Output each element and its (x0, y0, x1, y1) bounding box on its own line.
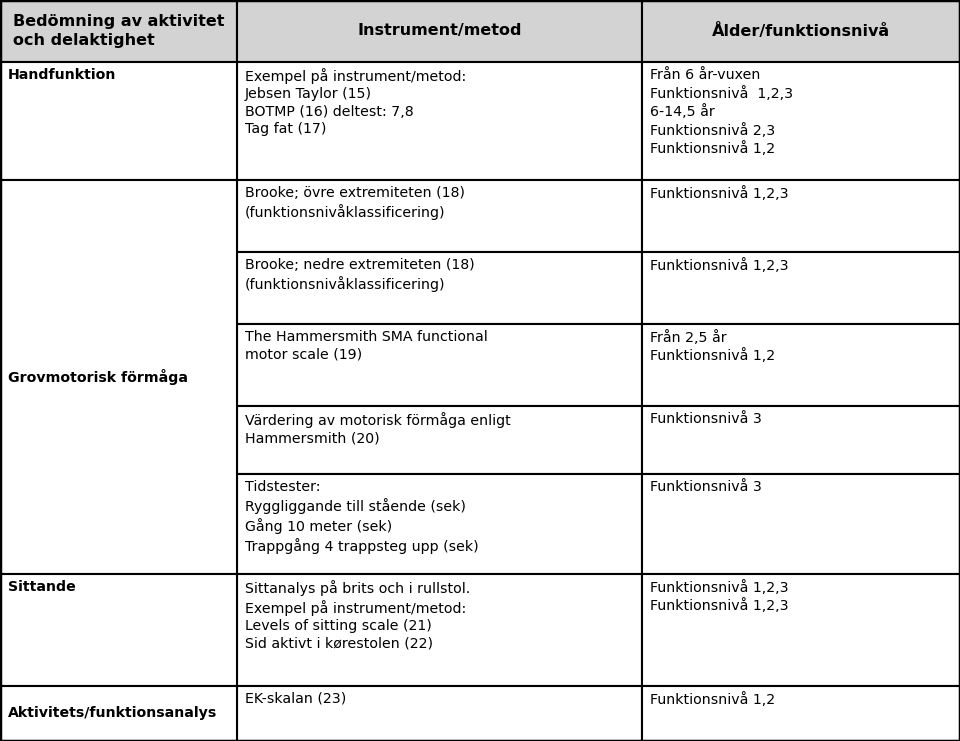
Text: Bedömning av aktivitet
och delaktighet: Bedömning av aktivitet och delaktighet (12, 14, 225, 48)
Bar (642, 406, 960, 474)
Bar (237, 686, 642, 741)
Bar (237, 252, 642, 324)
Bar (237, 0, 642, 62)
Text: Sittanalys på brits och i rullstol.
Exempel på instrument/metod:
Levels of sitti: Sittanalys på brits och i rullstol. Exem… (245, 580, 470, 651)
Text: Instrument/metod: Instrument/metod (357, 24, 522, 39)
Bar (642, 474, 960, 574)
Bar (0, 686, 237, 741)
Bar (237, 62, 642, 180)
Text: Funktionsnivå 1,2,3
Funktionsnivå 1,2,3: Funktionsnivå 1,2,3 Funktionsnivå 1,2,3 (650, 580, 789, 614)
Text: Från 2,5 år
Funktionsnivå 1,2: Från 2,5 år Funktionsnivå 1,2 (650, 330, 776, 364)
Bar (642, 324, 960, 406)
Text: Funktionsnivå 3: Funktionsnivå 3 (650, 412, 762, 426)
Text: Tidstester:
Ryggliggande till stående (sek)
Gång 10 meter (sek)
Trappgång 4 trap: Tidstester: Ryggliggande till stående (s… (245, 480, 479, 554)
Text: EK-skalan (23): EK-skalan (23) (245, 692, 347, 706)
Bar (237, 180, 642, 252)
Text: Funktionsnivå 1,2,3: Funktionsnivå 1,2,3 (650, 258, 789, 273)
Bar (642, 252, 960, 324)
Text: Funktionsnivå 1,2,3: Funktionsnivå 1,2,3 (650, 186, 789, 201)
Bar (0, 180, 237, 574)
Bar (0, 574, 237, 686)
Text: Ålder/funktionsnivå: Ålder/funktionsnivå (712, 23, 890, 39)
Bar (642, 574, 960, 686)
Bar (237, 406, 642, 474)
Text: Brooke; övre extremiteten (18)
(funktionsnivåklassificering): Brooke; övre extremiteten (18) (funktion… (245, 186, 465, 220)
Text: Sittande: Sittande (8, 580, 76, 594)
Bar (642, 0, 960, 62)
Bar (642, 686, 960, 741)
Text: Från 6 år-vuxen
Funktionsnivå  1,2,3
6-14,5 år
Funktionsnivå 2,3
Funktionsnivå 1: Från 6 år-vuxen Funktionsnivå 1,2,3 6-14… (650, 68, 793, 156)
Bar (237, 324, 642, 406)
Text: Brooke; nedre extremiteten (18)
(funktionsnivåklassificering): Brooke; nedre extremiteten (18) (funktio… (245, 258, 475, 292)
Bar (0, 62, 237, 180)
Text: Värdering av motorisk förmåga enligt
Hammersmith (20): Värdering av motorisk förmåga enligt Ham… (245, 412, 511, 445)
Text: Funktionsnivå 3: Funktionsnivå 3 (650, 480, 762, 494)
Text: Exempel på instrument/metod:
Jebsen Taylor (15)
BOTMP (16) deltest: 7,8
Tag fat : Exempel på instrument/metod: Jebsen Tayl… (245, 68, 467, 136)
Text: Funktionsnivå 1,2: Funktionsnivå 1,2 (650, 692, 776, 707)
Bar (237, 474, 642, 574)
Bar (642, 180, 960, 252)
Bar (0, 0, 237, 62)
Bar (642, 62, 960, 180)
Text: The Hammersmith SMA functional
motor scale (19): The Hammersmith SMA functional motor sca… (245, 330, 488, 362)
Text: Aktivitets/funktionsanalys: Aktivitets/funktionsanalys (8, 706, 217, 720)
Bar (237, 574, 642, 686)
Text: Handfunktion: Handfunktion (8, 68, 116, 82)
Text: Grovmotorisk förmåga: Grovmotorisk förmåga (8, 369, 188, 385)
